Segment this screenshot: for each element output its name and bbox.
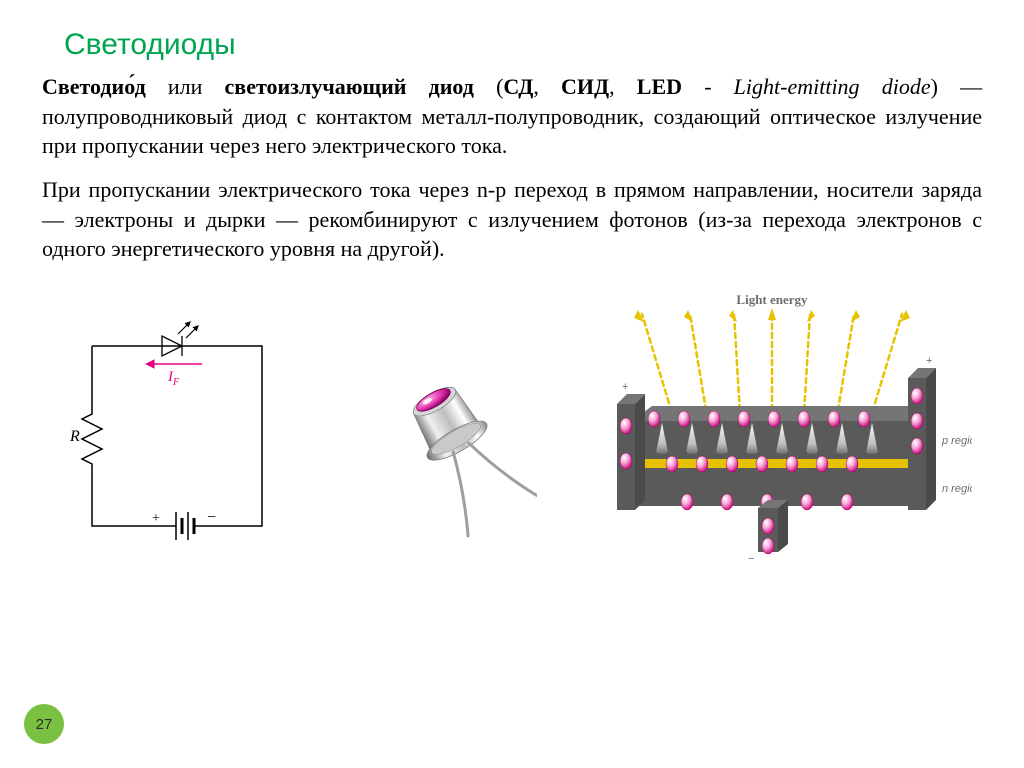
p1-t1: или	[146, 74, 225, 99]
junction-svg: Light energy	[572, 286, 972, 576]
led-svg	[337, 321, 537, 541]
p1-t5: -	[682, 74, 734, 99]
n-region-label: n region	[942, 483, 972, 495]
circuit-svg: R IF	[52, 306, 302, 556]
figures-row: R IF	[42, 286, 982, 576]
p-region-label: p region	[941, 435, 972, 447]
resistor-label: R	[69, 428, 80, 445]
slide-title: Светодиоды	[42, 28, 982, 62]
slide: Светодиоды Светодио́д или светоизлучающи…	[0, 0, 1024, 768]
paragraph-1: Светодио́д или светоизлучающий диод (СД,…	[42, 72, 982, 161]
p1-bold-2: светоизлучающий диод	[225, 74, 474, 99]
junction-title: Light energy	[736, 292, 808, 307]
electrode-minus: −	[748, 553, 754, 565]
p1-bold-1: Светодио́д	[42, 74, 146, 99]
page-number: 27	[36, 716, 53, 733]
paragraph-2: При пропускании электрического тока чере…	[42, 175, 982, 264]
junction-figure: Light energy	[572, 286, 972, 576]
p1-bold-5: LED	[637, 74, 682, 99]
p1-t2: (	[474, 74, 503, 99]
p1-t3: ,	[533, 74, 561, 99]
p1-t4: ,	[609, 74, 637, 99]
circuit-figure: R IF	[52, 306, 302, 556]
p1-bold-3: СД	[503, 74, 533, 99]
svg-text:IF: IF	[167, 369, 180, 388]
battery-plus: +	[152, 511, 160, 526]
led-component-figure	[337, 321, 537, 541]
electrode-plus-2: +	[926, 355, 932, 367]
page-number-badge: 27	[24, 704, 64, 744]
battery-minus: −	[207, 509, 216, 526]
p1-bold-4: СИД	[561, 74, 609, 99]
electrode-plus: +	[622, 381, 628, 393]
p1-italic-1: Light-emitting diode	[734, 74, 931, 99]
if-sub: F	[172, 377, 180, 388]
